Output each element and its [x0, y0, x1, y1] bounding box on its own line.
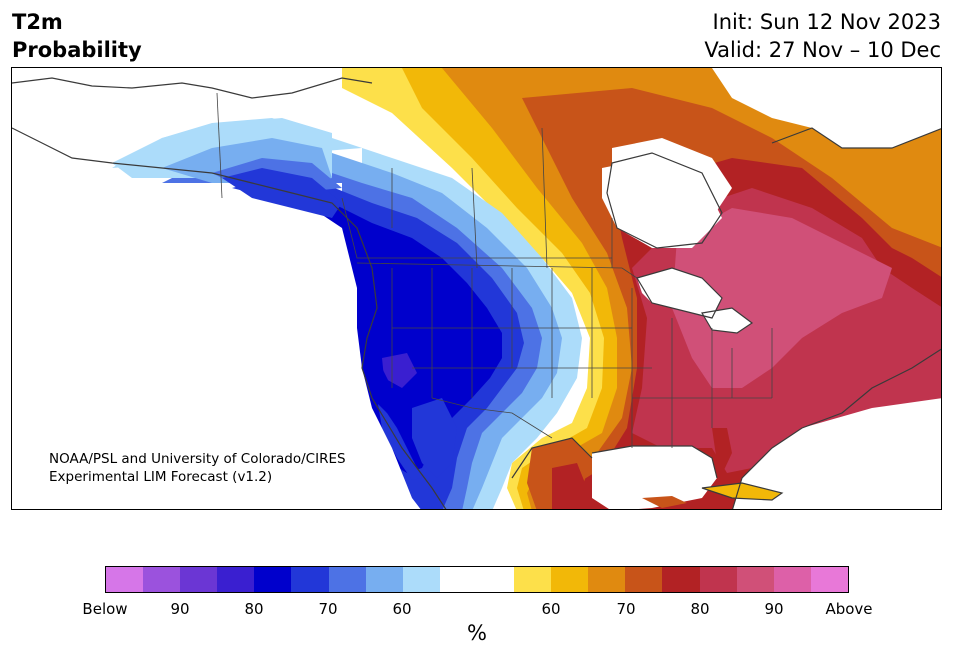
tick-above-80: 80	[690, 600, 710, 618]
hudson-bay	[602, 158, 722, 248]
hispaniola	[642, 496, 687, 508]
tick-above-70: 70	[616, 600, 636, 618]
colorbar-above-segment	[625, 567, 663, 592]
map-panel	[11, 67, 942, 510]
colorbar-above-segment	[736, 567, 774, 592]
pacific-ocean	[12, 183, 421, 509]
tick-below-60: 60	[392, 600, 412, 618]
tick-below-90: 90	[170, 600, 190, 618]
alaska-land	[222, 168, 342, 218]
gulf-of-mexico	[592, 446, 717, 509]
warm-90-band	[672, 208, 892, 388]
tick-above-90: 90	[764, 600, 784, 618]
pacific-nw-land	[357, 248, 387, 368]
colorbar-below-segment	[106, 567, 144, 592]
colorbar-above-segment	[551, 567, 589, 592]
title-line-1: T2m	[12, 10, 63, 34]
init-date: Init: Sun 12 Nov 2023	[712, 10, 941, 34]
tick-above: Above	[825, 600, 873, 618]
colorbar-above-segment	[773, 567, 811, 592]
tick-above-60: 60	[541, 600, 561, 618]
great-lakes	[637, 268, 722, 318]
tick-below: Below	[82, 600, 128, 618]
mexico-cold	[412, 398, 457, 478]
valid-range: Valid: 27 Nov – 10 Dec	[704, 38, 941, 62]
political-borders	[216, 92, 773, 448]
colorbar-above-segment	[810, 567, 848, 592]
title-line-2: Probability	[12, 38, 142, 62]
colorbar-below-segment	[254, 567, 292, 592]
coastlines	[12, 77, 941, 509]
cold-85-spot	[382, 353, 417, 388]
atlantic-ocean	[732, 398, 941, 509]
colorbar-neutral-segment	[439, 567, 515, 592]
colorbar-unit: %	[467, 621, 487, 645]
colorbar-above-segment	[699, 567, 737, 592]
map-title: T2m Probability	[12, 8, 142, 64]
greenland	[712, 68, 941, 148]
colorbar-above-segment	[514, 567, 552, 592]
tick-below-70: 70	[318, 600, 338, 618]
tick-below-80: 80	[244, 600, 264, 618]
colorbar-below-segment	[291, 567, 329, 592]
california	[362, 368, 397, 413]
gulf-warm-80	[552, 463, 587, 509]
colorbar-below-segment	[402, 567, 440, 592]
colorbar-below-segment	[143, 567, 181, 592]
colorbar-below-segment	[217, 567, 255, 592]
colorbar-below-segment	[328, 567, 366, 592]
credit-line-2: Experimental LIM Forecast (v1.2)	[49, 469, 273, 485]
colorbar-above-segment	[588, 567, 626, 592]
cuba	[702, 483, 782, 500]
credit-line-1: NOAA/PSL and University of Colorado/CIRE…	[49, 451, 346, 467]
date-info: Init: Sun 12 Nov 2023 Valid: 27 Nov – 10…	[704, 8, 941, 64]
colorbar-above-segment	[662, 567, 700, 592]
colorbar-below-segment	[365, 567, 403, 592]
colorbar	[105, 566, 849, 593]
colorbar-below-segment	[180, 567, 218, 592]
map-canvas	[12, 68, 941, 509]
florida	[712, 428, 732, 470]
credit-text: NOAA/PSL and University of Colorado/CIRE…	[49, 450, 346, 486]
